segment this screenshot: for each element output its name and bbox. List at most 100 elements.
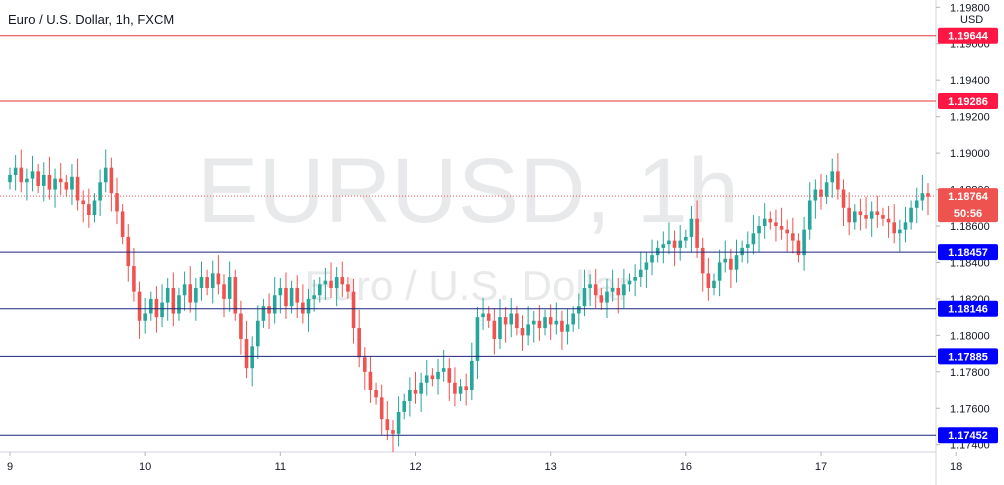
candle-body (317, 284, 322, 296)
candle-body (762, 218, 767, 226)
candle-body (785, 229, 790, 234)
current-price-tag (938, 188, 998, 223)
candle-body (436, 371, 440, 380)
candle-body (847, 207, 851, 223)
candle-body (70, 176, 74, 190)
candle-body (813, 189, 818, 201)
candle-body (430, 375, 435, 380)
candle-body (244, 339, 249, 369)
y-tick-label: 1.18600 (950, 221, 990, 233)
candle-body (199, 277, 204, 288)
candle-body (182, 284, 187, 296)
candle-body (8, 174, 12, 183)
candle-body (323, 280, 328, 285)
candle-body (486, 313, 491, 321)
candle-body (424, 375, 429, 383)
candle-body (453, 382, 457, 394)
candle-body (194, 287, 198, 303)
candle-body (41, 174, 46, 186)
x-tick-label: 11 (275, 461, 286, 473)
candle-body (655, 247, 660, 256)
chart-title: Euro / U.S. Dollar, 1h, FXCM (8, 12, 175, 27)
candle-body (582, 287, 587, 307)
candle-body (239, 313, 243, 339)
candle-body (81, 200, 86, 205)
candle-body (616, 287, 621, 296)
candle-body (723, 258, 728, 263)
candle-body (700, 247, 705, 274)
y-tick-label: 1.19400 (950, 75, 990, 87)
candle-body (881, 215, 885, 219)
candle-body (154, 298, 159, 318)
candle-body (126, 236, 131, 267)
candle-body (830, 171, 835, 183)
candle-body (774, 222, 778, 226)
candle-body (920, 193, 925, 201)
candle-body (633, 277, 637, 281)
candle-body (75, 176, 80, 201)
candle-body (447, 368, 452, 383)
candle-body (374, 390, 378, 398)
candle-body (25, 178, 29, 183)
candle-body (560, 320, 564, 332)
candle-body (98, 182, 102, 201)
current-price-label: 1.18764 (948, 191, 989, 203)
candle-body (340, 277, 345, 285)
candle-body (391, 430, 395, 434)
candle-body (103, 167, 108, 183)
candle-body (312, 295, 316, 299)
candle-body (284, 287, 288, 307)
candle-body (757, 226, 761, 234)
candle-body (819, 189, 823, 197)
candle-body (627, 280, 632, 285)
candle-body (852, 211, 857, 223)
candle-body (554, 320, 559, 325)
candle-body (272, 295, 277, 314)
x-tick-label: 12 (409, 461, 421, 473)
candle-body (892, 222, 897, 234)
candle-body (267, 306, 271, 314)
level-tag (938, 348, 998, 365)
candle-body (357, 328, 361, 358)
candle-body (233, 277, 238, 314)
candle-body (684, 236, 688, 241)
candle-body (137, 291, 142, 321)
candle-body (667, 240, 671, 245)
candle-body (346, 284, 350, 292)
candle-body (577, 306, 581, 314)
candle-body (745, 244, 750, 248)
candle-body (903, 222, 908, 230)
candle-body (531, 320, 536, 325)
candle-body (599, 295, 604, 303)
candle-body (841, 189, 846, 208)
x-tick-label: 18 (950, 461, 962, 473)
candle-body (351, 291, 356, 329)
level-tag-label: 1.19286 (948, 96, 988, 108)
level-tag (938, 244, 998, 261)
candle-body (593, 284, 598, 296)
x-tick-label: 17 (815, 461, 827, 473)
y-tick-label: 1.17600 (950, 403, 990, 415)
candle-body (295, 287, 300, 303)
candle-body (875, 211, 880, 216)
currency-label: USD (960, 14, 983, 26)
candle-body (160, 302, 164, 318)
candle-body (278, 287, 283, 296)
candle-body (64, 182, 69, 190)
candle-body (503, 317, 508, 325)
level-tag (938, 27, 998, 44)
candle-body (205, 277, 209, 288)
candle-body (171, 287, 176, 314)
level-tag-label: 1.17885 (948, 351, 988, 363)
candle-body (689, 218, 694, 237)
candle-body (886, 218, 891, 223)
candle-body (515, 313, 519, 329)
candle-body (571, 313, 575, 325)
level-tag-label: 1.17452 (948, 430, 988, 442)
candle-body (869, 211, 874, 219)
candle-body (36, 171, 40, 186)
candle-body (148, 298, 153, 314)
candle-body (605, 291, 609, 303)
